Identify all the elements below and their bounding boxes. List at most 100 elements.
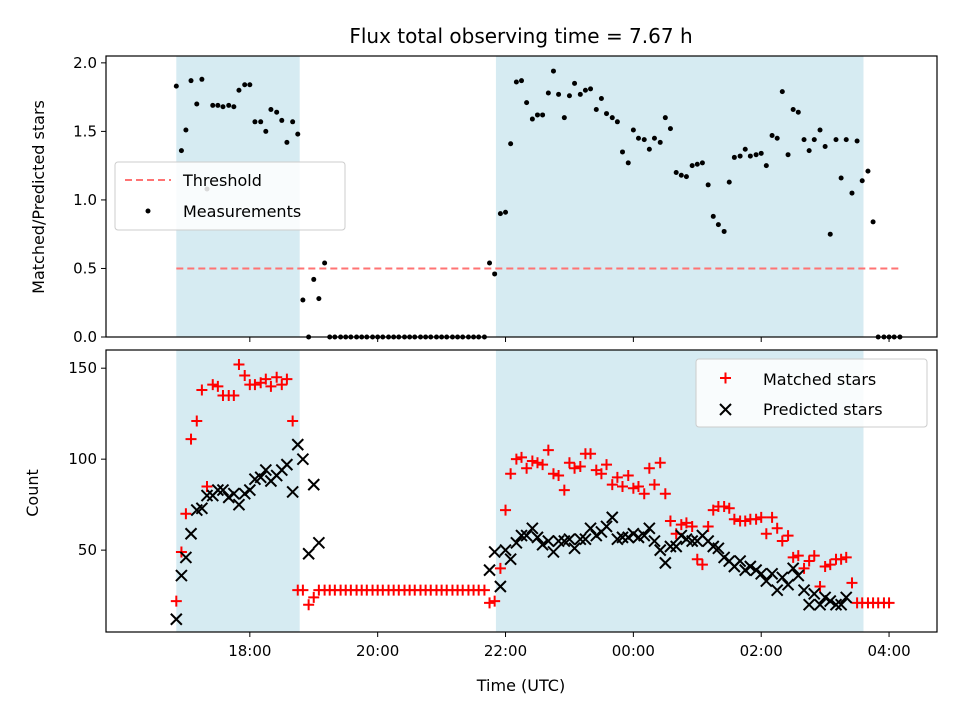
measurements-point [284,139,290,145]
measurements-point [188,78,194,84]
matched-stars-point [824,559,836,571]
matched-stars-point [622,470,634,482]
measurements-point [657,139,663,145]
matched-stars-point [265,380,277,392]
measurements-point [865,168,871,174]
predicted-stars-point [280,458,294,471]
measurements-point [572,80,578,86]
measurements-point [508,141,514,147]
predicted-stars-point [749,563,763,577]
matched-stars-point [489,595,501,607]
matched-stars-point [787,551,799,563]
matched-stars-point [297,584,309,596]
measurements-point [268,106,274,112]
predicted-stars-point [175,569,188,582]
measurements-point [694,161,700,167]
measurements-point [753,152,759,158]
predicted-stars-point [622,531,635,544]
measurements-point [513,79,519,85]
predicted-stars-point [669,540,683,553]
matched-stars-point [883,597,895,609]
measurements-point [519,78,524,84]
matched-stars-point [702,520,714,532]
matched-stars-point [659,488,671,500]
predicted-stars-point [515,529,528,542]
predicted-stars-point [840,591,853,604]
measurements-point [726,179,732,185]
measurements-point [529,116,535,122]
measurements-point [849,190,855,196]
measurements-point [843,137,849,143]
predicted-stars-point [170,613,183,626]
matched-stars-point [686,520,698,532]
count-observing-window-0 [176,350,300,632]
ratio-y-tick-label: 0.0 [73,328,97,346]
measurements-point [556,91,562,97]
measurements-point [226,102,232,108]
matched-stars-point [776,535,788,547]
measurements-point [252,119,258,125]
predicted-stars-point [542,534,555,548]
predicted-stars-point [606,511,619,524]
measurements-point [630,127,636,133]
measurements-point [263,128,269,134]
measurements-point [231,104,237,110]
predicted-stars-point [243,483,257,497]
matched-stars-point [569,462,581,474]
predicted-stars-point [643,522,656,535]
predicted-stars-point [739,563,752,577]
measurements-point [290,119,296,125]
predicted-stars-point [254,471,267,484]
matched-stars-point [627,482,639,494]
measurements-point [322,260,328,266]
matched-stars-point [547,468,559,480]
predicted-stars-point [786,562,800,575]
x-axis-label: Time (UTC) [476,676,565,695]
ratio-y-tick-label: 0.5 [73,259,97,277]
matched-stars-point [170,595,182,607]
matched-stars-point [526,455,538,467]
measurements-point [625,160,631,166]
x-tick-label: 00:00 [612,642,655,660]
matched-stars-point [632,480,644,492]
predicted-stars-point [579,533,592,546]
ratio-panel-frame [105,55,938,338]
predicted-stars-point [659,556,672,570]
matched-stars-point [696,559,708,571]
measurements-point [838,175,844,181]
predicted-stars-point [829,598,843,611]
matched-stars-point [500,504,512,516]
matched-stars-point [648,479,660,491]
matched-stars-point [287,415,299,427]
measurements-point [492,271,498,277]
matched-stars-point [611,471,623,483]
matched-stars-point [558,484,570,496]
measurements-legend-swatch [145,208,151,214]
predicted-stars-point [563,533,576,546]
matched-stars-point [505,468,517,480]
matched-stars-point [798,562,810,574]
matched-stars-point [201,480,213,492]
measurements-legend-label: Measurements [183,202,301,221]
predicted-stars-point [818,591,832,604]
matched-stars-point [484,597,496,609]
measurements-point [673,170,679,176]
matched-stars-point [531,457,543,469]
measurements-point [545,90,551,96]
matched-stars-point [185,433,197,445]
matched-stars-point [814,581,826,593]
predicted-stars-point [259,463,273,477]
predicted-stars-point [195,502,209,515]
measurements-point [279,117,285,123]
measurements-point [582,87,588,93]
matched-stars-point [276,379,288,391]
predicted-legend-swatch [719,403,732,416]
matched-stars-point [638,488,650,500]
matched-stars-point [718,500,730,512]
predicted-stars-point [802,598,816,611]
predicted-stars-point [781,578,795,591]
matched-stars-point [654,457,666,469]
measurements-point [758,150,764,156]
measurements-point [295,131,301,137]
